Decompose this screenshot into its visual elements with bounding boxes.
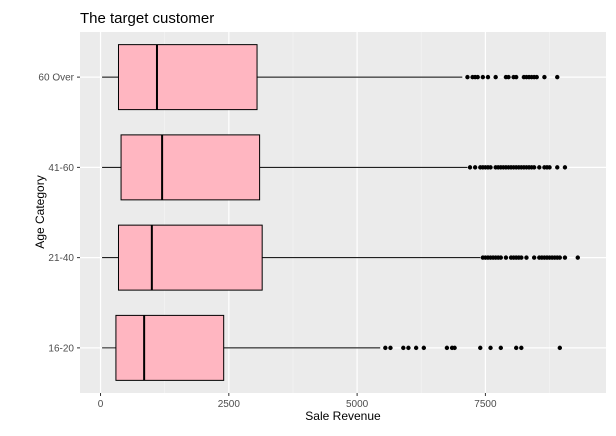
y-tick-label: 21-40 — [48, 253, 74, 264]
outlier-point — [465, 74, 470, 80]
outlier-point — [388, 345, 393, 351]
outlier-point — [557, 255, 563, 260]
whisker-layer — [102, 76, 481, 349]
outlier-point — [506, 74, 511, 80]
box-layer — [115, 44, 263, 381]
box-iqr — [117, 44, 258, 111]
y-tick-label: 60 Over — [38, 73, 74, 84]
x-tick-label: 7500 — [474, 399, 497, 410]
box-iqr — [117, 224, 263, 291]
outlier-point — [537, 165, 542, 170]
outlier-point — [488, 345, 493, 351]
outlier-point — [513, 345, 519, 351]
outlier-point — [488, 165, 493, 170]
outlier-point — [401, 345, 406, 351]
x-tick-label: 0 — [98, 399, 104, 410]
outlier-point — [531, 255, 537, 260]
outlier-point — [562, 255, 568, 260]
outlier-point — [421, 345, 427, 351]
outlier-point — [555, 74, 560, 80]
outlier-point — [547, 165, 552, 170]
outlier-point — [542, 74, 547, 80]
outlier-point — [519, 255, 524, 260]
outlier-point — [472, 165, 478, 170]
y-tick-label: 16-20 — [48, 343, 74, 354]
outlier-point — [498, 345, 503, 351]
outlier-point — [524, 255, 529, 260]
chart-title: The target customer — [80, 10, 214, 27]
y-tick-label: 41-60 — [48, 163, 74, 174]
outlier-point — [444, 345, 450, 351]
outlier-point — [452, 345, 457, 351]
outlier-point — [413, 345, 419, 351]
outlier-point — [557, 345, 563, 351]
outlier-point — [534, 74, 539, 80]
outlier-point — [406, 345, 411, 351]
x-axis-label: Sale Revenue — [305, 409, 381, 423]
axis-layer: 0 2500 5000 7500 16-20 21-40 41-60 60 Over — [38, 73, 497, 410]
outlier-point — [383, 345, 388, 351]
box-iqr — [115, 314, 225, 381]
outlier-point — [493, 74, 498, 80]
outlier-point — [575, 255, 580, 260]
outlier-point — [562, 165, 568, 170]
outlier-point — [503, 255, 509, 260]
outlier-point — [478, 345, 483, 351]
outlier-point — [475, 74, 480, 80]
y-axis-label: Age Category — [33, 175, 47, 248]
outlier-point — [555, 165, 560, 170]
outlier-point — [531, 165, 537, 170]
outlier-point — [485, 74, 491, 80]
x-tick-label: 2500 — [218, 399, 241, 410]
outlier-point — [519, 345, 524, 351]
x-tick-label: 5000 — [346, 399, 369, 410]
outlier-point — [498, 255, 503, 260]
outlier-layer — [383, 74, 580, 351]
outlier-point — [513, 74, 519, 80]
outlier-point — [480, 74, 486, 80]
outlier-point — [467, 165, 473, 170]
box-iqr — [120, 134, 261, 201]
